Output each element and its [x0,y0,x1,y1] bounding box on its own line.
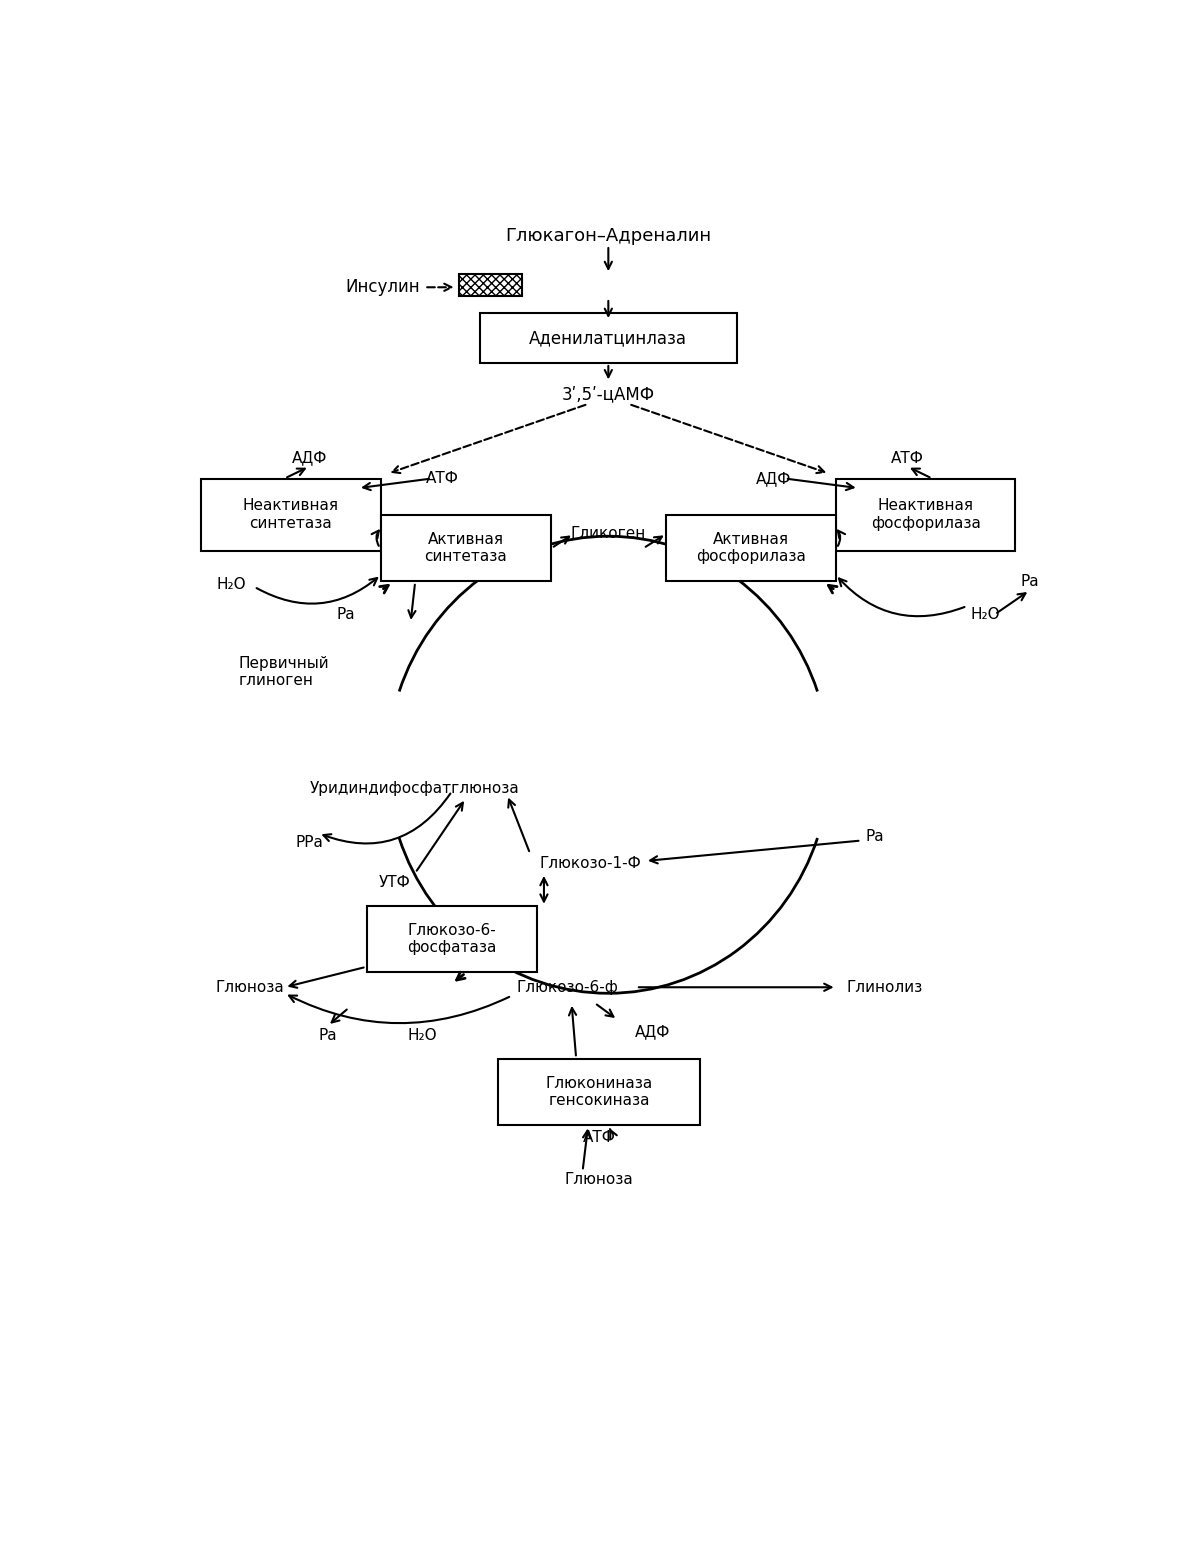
Text: Глюкагон–Адреналин: Глюкагон–Адреналин [506,226,711,245]
Bar [459,273,522,295]
Text: Неактивная
синтетаза: Неактивная синтетаза [243,498,339,531]
Text: АТФ: АТФ [891,450,923,465]
Text: Первичный
глиноген: Первичный глиноген [239,656,329,689]
Text: Ра: Ра [337,608,355,622]
Text: Глюноза: Глюноза [565,1172,634,1187]
Text: АТФ: АТФ [583,1129,616,1145]
Text: Ра: Ра [318,1028,337,1043]
Bar [836,478,1015,551]
Bar [381,515,551,581]
Text: Неактивная
фосфорилаза: Неактивная фосфорилаза [871,498,980,531]
Text: Инсулин: Инсулин [345,278,420,297]
Text: АДФ: АДФ [756,472,792,486]
Text: H₂O: H₂O [407,1028,437,1043]
Text: 3ʹ,5ʹ-цАМФ: 3ʹ,5ʹ-цАМФ [561,386,655,403]
Bar [499,1059,700,1125]
Text: Глинолиз: Глинолиз [846,979,922,995]
Text: АТФ: АТФ [426,472,459,486]
Text: Активная
синтетаза: Активная синтетаза [425,533,507,564]
Text: Глюкозо-1-Ф: Глюкозо-1-Ф [539,856,641,872]
Text: Гликоген: Гликоген [571,526,646,542]
Text: H₂O: H₂O [971,608,1001,622]
Text: Глюкозо-6-
фосфатаза: Глюкозо-6- фосфатаза [407,923,496,956]
Text: Уридиндифосфатглюноза: Уридиндифосфатглюноза [310,781,519,797]
Text: Глюкониназа
генсокиназа: Глюкониназа генсокиназа [546,1076,653,1107]
Bar [367,906,537,972]
Text: Аденилатцинлаза: Аденилатцинлаза [529,328,687,347]
Text: Ра: Ра [865,829,884,845]
Bar [666,515,836,581]
Text: Глюноза: Глюноза [215,979,284,995]
Text: Глюкозо-6-ф: Глюкозо-6-ф [516,979,618,995]
Text: РРа: РРа [296,836,323,850]
Bar [480,312,737,362]
Text: УТФ: УТФ [379,875,411,890]
Text: Активная
фосфорилаза: Активная фосфорилаза [696,533,806,564]
Bar [202,478,381,551]
Text: АДФ: АДФ [635,1025,671,1039]
Text: АДФ: АДФ [292,450,328,465]
Text: Ра: Ра [1021,575,1039,589]
Text: H₂O: H₂O [216,576,246,592]
